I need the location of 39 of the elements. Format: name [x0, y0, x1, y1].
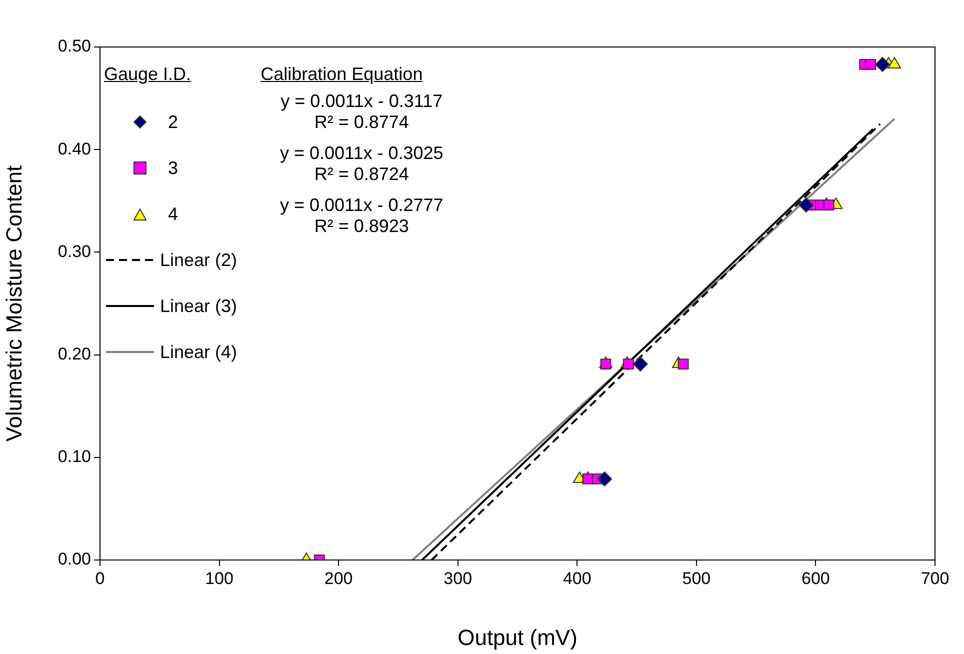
- legend-label: Linear (3): [160, 296, 238, 316]
- legend-label: 3: [168, 158, 178, 178]
- x-tick-label: 600: [802, 568, 830, 588]
- y-tick-label: 0.10: [58, 447, 91, 466]
- legend-label: Linear (4): [160, 342, 238, 362]
- annotation: R² = 0.8774: [313, 112, 410, 133]
- point: [823, 200, 834, 210]
- legend-title: Gauge I.D.: [104, 64, 192, 85]
- x-tick-label: 500: [682, 568, 711, 588]
- point: [875, 56, 890, 72]
- y-tick-label: 0.00: [58, 550, 91, 569]
- legend-label: 4: [168, 204, 178, 224]
- annotation: y = 0.0011x - 0.3117: [280, 91, 444, 112]
- y-tick-label: 0.30: [58, 242, 91, 261]
- x-tick-label: 700: [920, 568, 950, 588]
- y-tick-label: 0.50: [58, 36, 91, 56]
- annotation: y = 0.0011x - 0.3025: [279, 143, 444, 164]
- annotation: Calibration Equation: [260, 64, 424, 85]
- x-tick-label: 100: [205, 568, 234, 588]
- annotation: y = 0.0011x - 0.2777: [279, 195, 444, 216]
- point: [597, 471, 612, 486]
- x-tick-label: 200: [324, 568, 353, 588]
- point: [632, 356, 648, 372]
- legend-label: 2: [168, 112, 178, 132]
- legend-label: Linear (2): [160, 250, 238, 270]
- point: [622, 358, 634, 370]
- annotation: R² = 0.8923: [313, 216, 410, 237]
- annotation: R² = 0.8724: [313, 164, 410, 185]
- y-axis-title: Volumetric Moisture Content: [1, 165, 26, 442]
- point: [678, 358, 689, 370]
- y-tick-label: 0.20: [58, 344, 91, 364]
- x-tick-label: 300: [444, 568, 472, 588]
- x-tick-label: 400: [562, 568, 592, 588]
- x-tick-label: 0: [95, 568, 105, 588]
- point: [600, 358, 612, 370]
- point: [865, 58, 876, 70]
- point: [798, 198, 814, 213]
- y-tick-label: 0.40: [58, 139, 91, 158]
- x-axis-title: Output (mV): [458, 624, 578, 650]
